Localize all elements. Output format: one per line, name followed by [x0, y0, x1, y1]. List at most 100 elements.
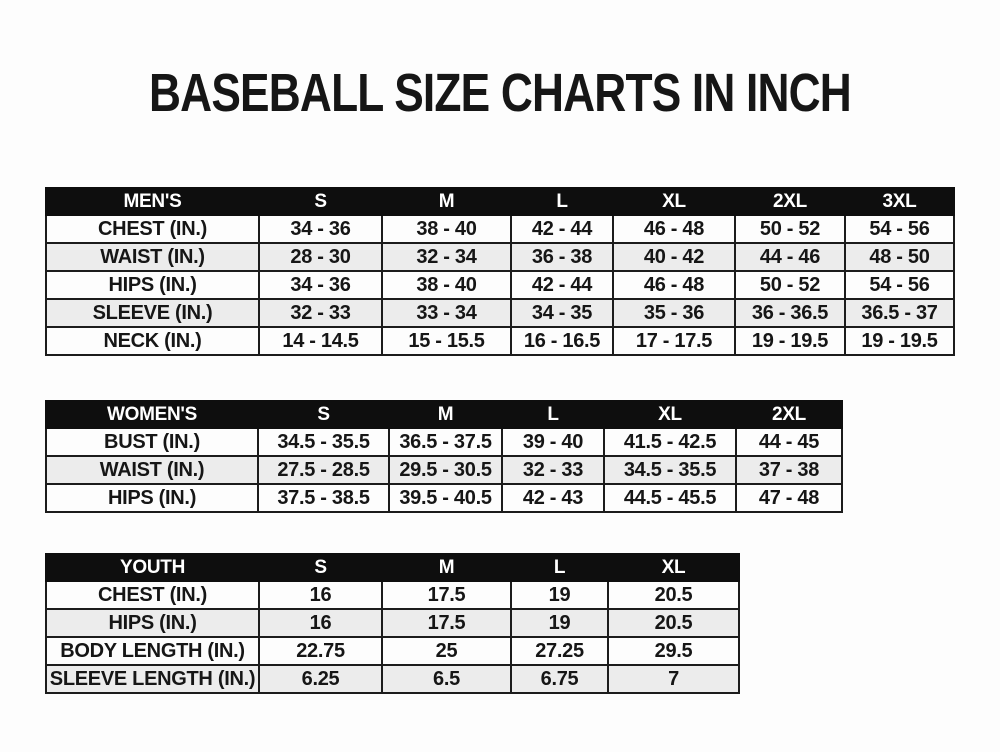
row-label-cell: BUST (IN.) [45, 427, 259, 457]
table-row: NECK (IN.) 14 - 14.5 15 - 15.5 16 - 16.5 17 … [45, 326, 955, 356]
size-value-cell: 19 [510, 580, 609, 610]
size-value-cell: 38 - 40 [381, 270, 512, 300]
size-value-cell: 36 - 38 [510, 242, 614, 272]
row-label-cell: NECK (IN.) [45, 326, 260, 356]
size-value-cell: 16 [258, 608, 383, 638]
size-value-cell: 32 - 34 [381, 242, 512, 272]
table-row: CHEST (IN.) 34 - 36 38 - 40 42 - 44 46 - 48 5… [45, 214, 955, 244]
size-value-cell: 29.5 - 30.5 [388, 455, 503, 485]
size-value-cell: 48 - 50 [844, 242, 955, 272]
size-value-cell: 44 - 46 [734, 242, 846, 272]
header-row: WOMEN'S S M L XL 2XL [45, 400, 843, 429]
youth-size-table: YOUTH S M L XL CHEST (IN.) 16 17.5 19 20.5 HIPS (I… [45, 553, 740, 694]
youth-size-chart: YOUTH S M L XL CHEST (IN.) 16 17.5 19 20.5 HIPS (I… [45, 553, 740, 694]
size-value-cell: 46 - 48 [612, 214, 736, 244]
size-value-cell: 42 - 44 [510, 214, 614, 244]
size-value-cell: 22.75 [258, 636, 383, 666]
table-row: SLEEVE (IN.) 32 - 33 33 - 34 34 - 35 35 - 36… [45, 298, 955, 328]
size-value-cell: 32 - 33 [501, 455, 605, 485]
size-value-cell: 19 - 19.5 [734, 326, 846, 356]
size-value-cell: 20.5 [607, 580, 740, 610]
size-value-cell: 33 - 34 [381, 298, 512, 328]
size-value-cell: 34 - 36 [258, 270, 383, 300]
column-header-cell: L [510, 187, 614, 216]
column-header-cell: 2XL [734, 187, 846, 216]
size-value-cell: 39 - 40 [501, 427, 605, 457]
size-value-cell: 15 - 15.5 [381, 326, 512, 356]
row-label-cell: WAIST (IN.) [45, 242, 260, 272]
size-value-cell: 35 - 36 [612, 298, 736, 328]
header-row: YOUTH S M L XL [45, 553, 740, 582]
size-value-cell: 19 - 19.5 [844, 326, 955, 356]
column-header-cell: XL [607, 553, 740, 582]
table-title-cell: MEN'S [45, 187, 260, 216]
table-row: HIPS (IN.) 37.5 - 38.5 39.5 - 40.5 42 - 43 4… [45, 483, 843, 513]
column-header-cell: S [257, 400, 390, 429]
size-value-cell: 16 [258, 580, 383, 610]
page-title: BASEBALL SIZE CHARTS IN INCH [149, 63, 852, 123]
size-value-cell: 36.5 - 37.5 [388, 427, 503, 457]
row-label-cell: HIPS (IN.) [45, 270, 260, 300]
size-value-cell: 41.5 - 42.5 [603, 427, 737, 457]
row-label-cell: BODY LENGTH (IN.) [45, 636, 260, 666]
size-value-cell: 36.5 - 37 [844, 298, 955, 328]
size-value-cell: 50 - 52 [734, 214, 846, 244]
size-value-cell: 34.5 - 35.5 [603, 455, 737, 485]
size-value-cell: 34 - 35 [510, 298, 614, 328]
size-value-cell: 54 - 56 [844, 270, 955, 300]
table-row: WAIST (IN.) 28 - 30 32 - 34 36 - 38 40 - 42 4… [45, 242, 955, 272]
column-header-cell: S [258, 187, 383, 216]
column-header-cell: M [388, 400, 503, 429]
size-value-cell: 39.5 - 40.5 [388, 483, 503, 513]
size-value-cell: 27.25 [510, 636, 609, 666]
size-value-cell: 37.5 - 38.5 [257, 483, 390, 513]
womens-size-table: WOMEN'S S M L XL 2XL BUST (IN.) 34.5 - 35.5 36.5… [45, 400, 843, 513]
size-value-cell: 20.5 [607, 608, 740, 638]
mens-size-table: MEN'S S M L XL 2XL 3XL CHEST (IN.) 34 - 36 38 - 4… [45, 187, 955, 356]
table-row: SLEEVE LENGTH (IN.) 6.25 6.5 6.75 7 [45, 664, 740, 694]
size-value-cell: 46 - 48 [612, 270, 736, 300]
column-header-cell: M [381, 187, 512, 216]
size-value-cell: 32 - 33 [258, 298, 383, 328]
size-value-cell: 44.5 - 45.5 [603, 483, 737, 513]
table-title-cell: YOUTH [45, 553, 260, 582]
column-header-cell: 3XL [844, 187, 955, 216]
size-value-cell: 38 - 40 [381, 214, 512, 244]
table-row: CHEST (IN.) 16 17.5 19 20.5 [45, 580, 740, 610]
size-value-cell: 19 [510, 608, 609, 638]
row-label-cell: CHEST (IN.) [45, 214, 260, 244]
size-value-cell: 17.5 [381, 580, 512, 610]
size-value-cell: 6.5 [381, 664, 512, 694]
table-row: HIPS (IN.) 34 - 36 38 - 40 42 - 44 46 - 48 50… [45, 270, 955, 300]
table-title-cell: WOMEN'S [45, 400, 259, 429]
table-row: HIPS (IN.) 16 17.5 19 20.5 [45, 608, 740, 638]
table-row: WAIST (IN.) 27.5 - 28.5 29.5 - 30.5 32 - 33… [45, 455, 843, 485]
size-value-cell: 44 - 45 [735, 427, 843, 457]
size-value-cell: 14 - 14.5 [258, 326, 383, 356]
column-header-cell: L [510, 553, 609, 582]
header-row: MEN'S S M L XL 2XL 3XL [45, 187, 955, 216]
size-value-cell: 47 - 48 [735, 483, 843, 513]
column-header-cell: L [501, 400, 605, 429]
size-value-cell: 40 - 42 [612, 242, 736, 272]
womens-size-chart: WOMEN'S S M L XL 2XL BUST (IN.) 34.5 - 35.5 36.5… [45, 400, 843, 513]
column-header-cell: 2XL [735, 400, 843, 429]
row-label-cell: CHEST (IN.) [45, 580, 260, 610]
row-label-cell: HIPS (IN.) [45, 608, 260, 638]
row-label-cell: SLEEVE LENGTH (IN.) [45, 664, 260, 694]
size-value-cell: 28 - 30 [258, 242, 383, 272]
mens-size-chart: MEN'S S M L XL 2XL 3XL CHEST (IN.) 34 - 36 38 - 4… [45, 187, 955, 356]
size-value-cell: 25 [381, 636, 512, 666]
column-header-cell: XL [603, 400, 737, 429]
column-header-cell: XL [612, 187, 736, 216]
size-value-cell: 42 - 43 [501, 483, 605, 513]
size-value-cell: 42 - 44 [510, 270, 614, 300]
size-value-cell: 6.75 [510, 664, 609, 694]
row-label-cell: HIPS (IN.) [45, 483, 259, 513]
size-value-cell: 6.25 [258, 664, 383, 694]
size-value-cell: 29.5 [607, 636, 740, 666]
row-label-cell: WAIST (IN.) [45, 455, 259, 485]
row-label-cell: SLEEVE (IN.) [45, 298, 260, 328]
table-row: BODY LENGTH (IN.) 22.75 25 27.25 29.5 [45, 636, 740, 666]
